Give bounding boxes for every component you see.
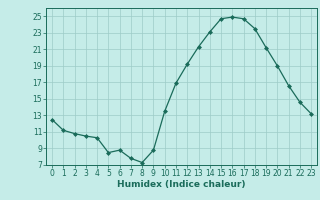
- X-axis label: Humidex (Indice chaleur): Humidex (Indice chaleur): [117, 180, 246, 189]
